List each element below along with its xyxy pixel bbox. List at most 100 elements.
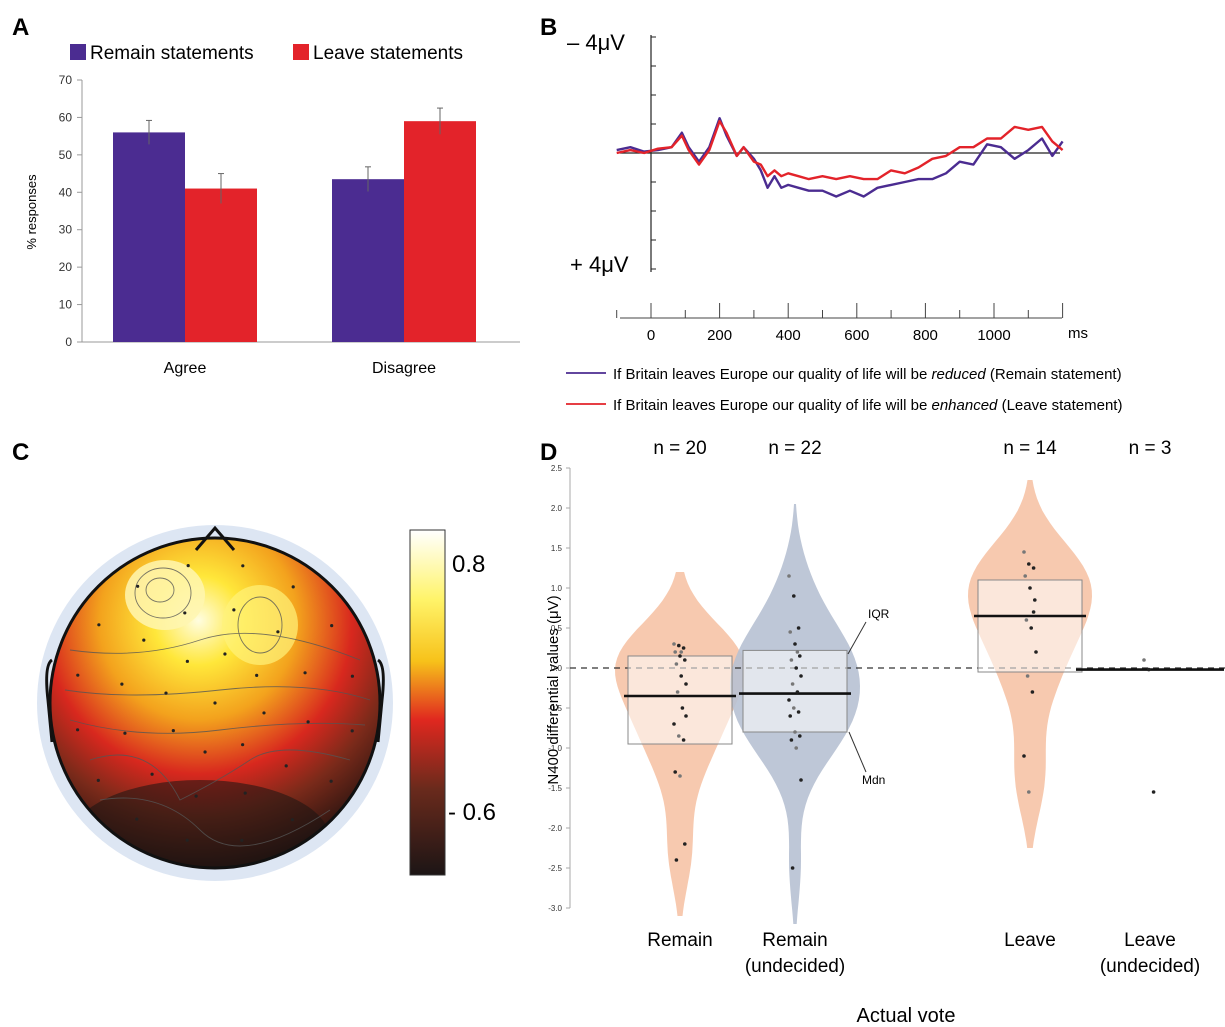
- data-point: [795, 650, 800, 654]
- electrode-dot: [75, 728, 80, 732]
- data-point: [1023, 574, 1027, 578]
- data-point: [674, 858, 679, 862]
- data-point: [679, 650, 683, 654]
- data-point: [678, 654, 682, 658]
- data-point: [795, 690, 800, 694]
- y-tick-label: 0: [65, 335, 72, 349]
- d-y-axis-label: N400 differential values (μV): [545, 595, 562, 784]
- electrode-dot: [284, 764, 288, 768]
- data-point: [678, 774, 682, 778]
- group-label-sub: (undecided): [745, 956, 845, 977]
- electrode-dot: [96, 778, 100, 782]
- data-point: [1031, 610, 1036, 614]
- y-tick-label: 60: [59, 110, 73, 124]
- iqr-box: [977, 579, 1083, 673]
- data-point: [683, 658, 687, 662]
- data-point: [681, 738, 686, 742]
- electrode-dot: [223, 652, 227, 656]
- legend-swatch-remain: [70, 44, 86, 60]
- data-point: [681, 646, 686, 650]
- d-y-tick-label: 2.0: [551, 504, 563, 513]
- data-point: [1027, 562, 1031, 566]
- data-point: [792, 706, 796, 710]
- d-y-tick-label: 0.0: [551, 664, 563, 673]
- d-y-tick-label: -3.0: [548, 904, 562, 913]
- b-x-tick-label: 400: [776, 327, 801, 344]
- b-x-tick-label: 0: [647, 327, 655, 344]
- y-tick-label: 30: [59, 223, 73, 237]
- group-label: Remain: [647, 930, 712, 951]
- group-label: Leave: [1004, 930, 1056, 951]
- x-unit-label: ms: [1068, 325, 1088, 342]
- d-y-tick-label: -1.5: [548, 784, 562, 793]
- bar-leave: [185, 188, 257, 342]
- iqr-annotation: IQR: [868, 607, 890, 621]
- b-x-tick-label: 600: [844, 327, 869, 344]
- data-point: [788, 714, 792, 718]
- panel-letter-a: A: [12, 14, 29, 41]
- y-bottom-label: + 4μV: [570, 252, 629, 277]
- iqr-box: [742, 649, 848, 733]
- n-label: n = 22: [768, 438, 821, 459]
- legend-text-remain: If Britain leaves Europe our quality of …: [613, 366, 1122, 383]
- b-x-tick-label: 1000: [977, 327, 1010, 344]
- electrode-dot: [276, 630, 280, 634]
- data-point: [675, 690, 680, 694]
- d-y-tick-label: -2.5: [548, 864, 562, 873]
- panel-letter-d: D: [540, 439, 557, 466]
- data-point: [1022, 550, 1026, 554]
- d-y-tick-label: 1.0: [551, 584, 563, 593]
- data-point: [674, 662, 679, 666]
- data-point: [1029, 626, 1033, 630]
- data-point: [684, 682, 688, 686]
- head-outline: [48, 536, 382, 870]
- electrode-dot: [135, 817, 139, 821]
- hot-spot-right: [222, 585, 298, 665]
- data-point: [677, 734, 681, 738]
- group-label: Remain: [762, 930, 827, 951]
- data-point: [787, 574, 791, 578]
- d-y-tick-label: 0.5: [551, 624, 563, 633]
- b-x-tick-label: 200: [707, 327, 732, 344]
- legend-swatch-leave: [293, 44, 309, 60]
- electrode-dot: [150, 772, 154, 776]
- electrode-dot: [330, 624, 334, 628]
- data-point: [793, 642, 797, 646]
- electrode-dot: [240, 838, 244, 843]
- electrode-dot: [262, 711, 266, 715]
- bar-remain: [332, 179, 404, 342]
- electrode-dot: [142, 638, 146, 642]
- electrode-dot: [255, 673, 259, 677]
- d-y-tick-label: -1.0: [548, 744, 562, 753]
- electrode-dot: [213, 701, 217, 705]
- data-point: [794, 746, 798, 750]
- data-point: [679, 674, 683, 678]
- electrode-dot: [194, 794, 198, 798]
- data-point: [677, 643, 681, 648]
- colorbar-tick-high: 0.8: [452, 551, 485, 578]
- electrode-dot: [183, 611, 187, 615]
- y-axis-label: % responses: [24, 174, 39, 250]
- electrode-dot: [185, 659, 189, 663]
- colorbar: [409, 529, 446, 876]
- data-point: [788, 630, 792, 634]
- data-point: [1024, 618, 1029, 622]
- y-tick-label: 20: [59, 260, 73, 274]
- data-point: [680, 706, 685, 710]
- data-point: [793, 730, 797, 734]
- data-point: [796, 626, 801, 630]
- n-label: n = 3: [1129, 438, 1172, 459]
- electrode-dot: [350, 674, 355, 678]
- electrode-dot: [232, 608, 236, 612]
- nose: [194, 525, 236, 551]
- electrode-dot: [241, 743, 245, 747]
- n-label: n = 20: [653, 438, 706, 459]
- data-point: [1147, 667, 1151, 672]
- electrode-dot: [329, 779, 333, 783]
- electrode-dot: [164, 691, 168, 695]
- data-point: [673, 770, 677, 774]
- panel-letter-b: B: [540, 14, 557, 41]
- data-point: [1034, 650, 1038, 654]
- data-point: [792, 594, 796, 598]
- data-point: [787, 698, 791, 702]
